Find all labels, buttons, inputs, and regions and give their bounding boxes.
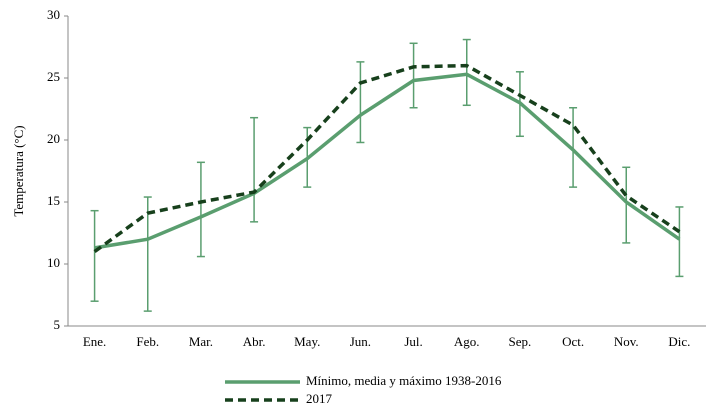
x-tick-label: Jul. — [404, 334, 422, 349]
x-tick-label: Abr. — [243, 334, 266, 349]
y-tick-label: 5 — [54, 317, 61, 332]
x-tick-label: Ago. — [454, 334, 480, 349]
y-tick-label: 10 — [47, 255, 60, 270]
legend-label: Mínimo, media y máximo 1938-2016 — [306, 373, 502, 388]
y-tick-label: 20 — [47, 131, 60, 146]
y-axis-label: Temperatura (°C) — [11, 125, 26, 216]
x-tick-label: Dic. — [668, 334, 690, 349]
x-tick-label: Feb. — [136, 334, 159, 349]
x-tick-label: May. — [294, 334, 320, 349]
series-line — [94, 72, 681, 250]
x-tick-label: Oct. — [562, 334, 584, 349]
x-tick-label: Ene. — [83, 334, 106, 349]
x-tick-label: Mar. — [189, 334, 213, 349]
y-tick-label: 15 — [47, 193, 60, 208]
y-tick-label: 30 — [47, 7, 60, 22]
series-line — [93, 63, 681, 254]
legend-label: 2017 — [306, 391, 333, 406]
x-tick-label: Jun. — [350, 334, 371, 349]
y-tick-label: 25 — [47, 69, 60, 84]
x-tick-label: Sep. — [509, 334, 532, 349]
x-tick-label: Nov. — [614, 334, 639, 349]
